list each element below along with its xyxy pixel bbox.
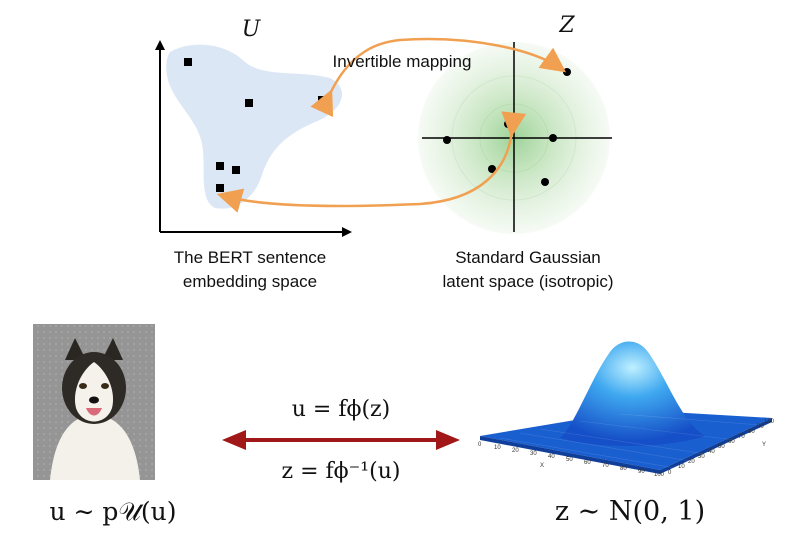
x-tick: 10 [494,445,501,451]
embedding-point [245,99,253,107]
x-tick: 40 [548,454,555,460]
x-tick: 100 [654,472,665,478]
gauss-caption-line2: latent space (isotropic) [442,272,614,291]
gauss-caption-line1: Standard Gaussian [455,248,601,267]
x-tick: 70 [602,463,609,469]
z-space-title: Z [559,13,575,38]
upper-mapping-arrow [310,37,567,118]
mapping-label: Invertible mapping [332,52,472,71]
latent-point [443,136,451,144]
husky-image [33,324,155,480]
bijection-arrow [222,430,460,450]
x-tick: 0 [478,442,482,448]
y-axis-label: Y [762,442,766,448]
latent-point [563,68,571,76]
y-tick: 60 [728,439,735,445]
u-space-title: U [241,17,261,42]
embedding-point [216,162,224,170]
x-tick: 90 [638,469,645,475]
y-tick: 30 [698,454,705,460]
y-tick: 40 [708,449,715,455]
x-axis-label: X [540,463,544,469]
inverse-equation: z = fϕ⁻¹(u) [281,459,401,484]
x-tick: 20 [512,448,519,454]
y-tick: 70 [738,434,745,440]
x-tick: 30 [530,451,537,457]
y-tick: 100 [764,419,775,425]
y-tick: 50 [718,444,725,450]
latent-point [504,120,512,128]
embedding-point [318,96,326,104]
embedding-point [184,58,192,66]
latent-point [549,134,557,142]
surface-peak [560,341,705,447]
latent-point [541,178,549,186]
y-tick: 80 [748,429,755,435]
x-tick: 50 [566,457,573,463]
lower-mapping-arrow [216,111,527,213]
y-tick: 90 [757,424,764,430]
embedding-point [216,184,224,192]
z-distribution: z ∼ N(0, 1) [554,496,706,527]
x-tick: 60 [584,460,591,466]
embedding-point [232,166,240,174]
y-tick: 10 [678,464,685,470]
bert-caption-line1: The BERT sentence [173,248,327,267]
forward-equation: u = fϕ(z) [291,397,391,422]
invertible-mapping-arrows [216,37,567,213]
bert-caption-line2: embedding space [182,272,318,291]
u-distribution: u ∼ p𝒰(u) [49,497,177,526]
y-tick: 0 [668,470,672,476]
bert-space-caption: The BERT sentence embedding space [140,246,360,294]
y-tick: 20 [688,459,695,465]
gaussian-space-caption: Standard Gaussian latent space (isotropi… [408,246,648,294]
gaussian-surface-plot: 0 10 20 30 40 50 60 70 80 90 100 X 0 10 … [478,341,775,478]
x-tick: 80 [620,466,627,472]
